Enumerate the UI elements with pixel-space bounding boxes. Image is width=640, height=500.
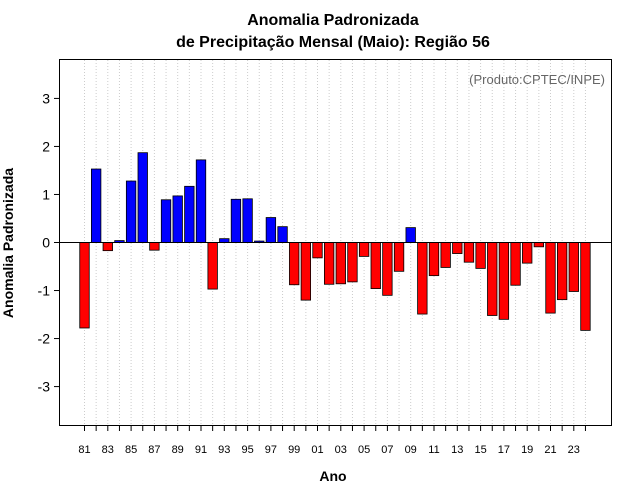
bar-2012 xyxy=(440,242,451,268)
x-tick-label: 83 xyxy=(102,444,114,456)
x-tick-label: 05 xyxy=(358,444,370,456)
x-tick-label: 95 xyxy=(241,444,253,456)
bar-1988 xyxy=(160,199,172,243)
bar-2006 xyxy=(370,242,381,290)
x-tick-label: 09 xyxy=(405,444,417,456)
bar-2022 xyxy=(557,242,568,301)
bar-2007 xyxy=(382,242,393,296)
bar-2002 xyxy=(323,242,335,285)
bar-1982 xyxy=(91,168,102,243)
bar-2024 xyxy=(580,242,591,331)
x-tick-label: 91 xyxy=(195,444,207,456)
x-tick-label: 07 xyxy=(381,444,393,456)
x-tick-label: 97 xyxy=(265,444,277,456)
bar-1999 xyxy=(289,242,300,286)
bar-2001 xyxy=(312,242,323,259)
x-tick-label: 93 xyxy=(218,444,230,456)
bar-2021 xyxy=(545,242,556,314)
bar-2023 xyxy=(568,242,579,292)
bar-1985 xyxy=(125,180,137,243)
x-axis: 81 83 85 87 89 91 93 95 97 99 01 03 05 07 09 11 13 15 17 19… xyxy=(78,425,586,456)
bar-2015 xyxy=(475,242,486,269)
bar-2018 xyxy=(510,242,521,286)
bar-2008 xyxy=(393,242,405,272)
bar-2000 xyxy=(300,242,312,301)
bar-2013 xyxy=(452,242,463,254)
bar-1997 xyxy=(265,217,277,243)
x-tick-label: 01 xyxy=(311,444,323,456)
grid-lines xyxy=(84,60,586,425)
x-tick-label: 99 xyxy=(288,444,300,456)
bar-2004 xyxy=(347,242,358,283)
bar-1986 xyxy=(137,152,148,243)
y-axis: -3 -2 -1 0 1 2 3 xyxy=(38,90,60,395)
bar-2009 xyxy=(405,227,416,243)
y-tick-label: 2 xyxy=(42,138,50,154)
x-tick-label: 03 xyxy=(335,444,347,456)
y-tick-label: -1 xyxy=(38,283,51,299)
x-tick-label: 17 xyxy=(498,444,510,456)
y-tick-label: 1 xyxy=(42,186,50,202)
bar-1991 xyxy=(195,159,207,243)
x-tick-label: 15 xyxy=(474,444,486,456)
bar-1987 xyxy=(149,242,160,251)
y-tick-label: -2 xyxy=(38,331,51,347)
chart-subtitle: de Precipitação Mensal (Maio): Região 56 xyxy=(176,34,490,51)
y-tick-label: 0 xyxy=(42,235,50,251)
x-tick-label: 19 xyxy=(521,444,533,456)
x-tick-label: 23 xyxy=(568,444,580,456)
bar-2005 xyxy=(358,242,370,257)
bar-2003 xyxy=(335,242,346,285)
bar-2014 xyxy=(463,242,475,263)
x-axis-label: Ano xyxy=(319,468,346,484)
chart-title: Anomalia Padronizada xyxy=(247,12,419,29)
bars-group xyxy=(79,152,591,331)
x-tick-label: 85 xyxy=(125,444,137,456)
y-tick-label: 3 xyxy=(42,90,50,106)
product-credit: (Produto:CPTEC/INPE) xyxy=(469,72,605,87)
bar-2019 xyxy=(522,242,533,264)
x-tick-label: 13 xyxy=(451,444,463,456)
y-tick-label: -3 xyxy=(38,379,51,395)
x-tick-label: 89 xyxy=(172,444,184,456)
bar-2011 xyxy=(428,242,440,277)
bar-1998 xyxy=(277,226,288,243)
x-tick-label: 87 xyxy=(148,444,160,456)
bar-1992 xyxy=(207,242,218,290)
bar-2020 xyxy=(533,242,544,248)
bar-2010 xyxy=(417,242,428,315)
y-axis-label: Anomalia Padronizada xyxy=(0,168,16,318)
bar-1983 xyxy=(102,242,113,252)
x-tick-label: 11 xyxy=(428,444,439,456)
bar-2016 xyxy=(487,242,498,316)
x-tick-label: 81 xyxy=(78,444,90,456)
bar-1993 xyxy=(219,238,230,243)
bar-2017 xyxy=(498,242,510,320)
bar-1995 xyxy=(242,198,253,243)
x-tick-label: 21 xyxy=(544,444,556,456)
bar-1990 xyxy=(184,185,195,243)
bar-1994 xyxy=(230,198,242,243)
bar-1981 xyxy=(79,242,90,329)
bar-1989 xyxy=(172,195,183,243)
